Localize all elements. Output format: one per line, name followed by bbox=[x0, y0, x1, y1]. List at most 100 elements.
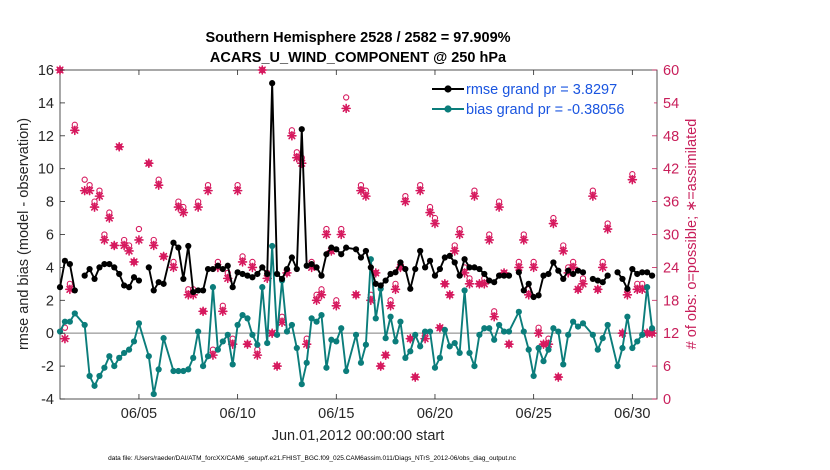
rmse-point bbox=[219, 265, 226, 273]
y-left-tick-label: 16 bbox=[38, 63, 54, 79]
bias-point bbox=[471, 363, 478, 370]
obs-assimilated-marker bbox=[124, 246, 134, 256]
y-left-tick-label: 10 bbox=[38, 162, 54, 178]
rmse-point bbox=[288, 254, 295, 261]
bias-point bbox=[436, 354, 444, 361]
bias-point bbox=[106, 353, 113, 360]
obs-assimilated-marker bbox=[257, 65, 268, 75]
bias-point bbox=[303, 359, 310, 366]
bias-point bbox=[209, 284, 217, 291]
bias-point bbox=[56, 328, 64, 335]
bias-point bbox=[160, 335, 167, 342]
rmse-point bbox=[269, 80, 276, 87]
bias-point bbox=[634, 338, 641, 345]
bias-point bbox=[372, 315, 379, 322]
rmse-point bbox=[308, 261, 315, 268]
bias-point bbox=[273, 331, 281, 338]
rmse-point bbox=[239, 270, 246, 278]
obs-assimilated-marker bbox=[454, 229, 465, 240]
y-left-axis-label: rmse and bias (model - observation) bbox=[16, 118, 32, 350]
bias-point bbox=[338, 325, 345, 332]
obs-assimilated-marker bbox=[558, 246, 569, 256]
obs-assimilated-marker bbox=[144, 158, 154, 169]
obs-assimilated-marker bbox=[464, 279, 475, 289]
obs-assimilated-marker bbox=[479, 279, 490, 289]
bias-point bbox=[476, 331, 483, 338]
bias-point bbox=[520, 328, 527, 335]
bias-point bbox=[614, 363, 621, 370]
bias-point bbox=[190, 354, 197, 361]
rmse-point bbox=[515, 269, 522, 276]
obs-assimilated-marker bbox=[415, 185, 425, 196]
bias-line bbox=[59, 245, 654, 396]
rmse-point bbox=[594, 277, 601, 284]
bias-point bbox=[308, 315, 315, 322]
rmse-point bbox=[303, 262, 310, 269]
rmse-point bbox=[579, 269, 587, 276]
rmse-point bbox=[180, 275, 187, 283]
rmse-point bbox=[392, 269, 399, 276]
bias-series bbox=[56, 242, 656, 398]
y-left-tick-label: 12 bbox=[38, 129, 54, 145]
rmse-point bbox=[402, 265, 409, 273]
obs-assimilated-marker bbox=[168, 262, 179, 273]
obs-assimilated-marker bbox=[218, 306, 228, 317]
rmse-point bbox=[264, 270, 271, 278]
y-right-axis-label: # of obs: o=possible; ∗=assimilated bbox=[684, 119, 700, 350]
obs-assimilated-marker bbox=[336, 229, 347, 240]
y-right-tick-label: 30 bbox=[663, 228, 679, 244]
y-left-tick-label: 8 bbox=[46, 195, 54, 211]
rmse-point bbox=[71, 287, 78, 294]
rmse-point bbox=[648, 272, 656, 279]
rmse-point bbox=[204, 265, 212, 273]
bias-point bbox=[491, 336, 498, 343]
rmse-point bbox=[431, 272, 439, 279]
obs-assimilated-marker bbox=[375, 361, 386, 371]
obs-assimilated-marker bbox=[89, 202, 100, 212]
rmse-point bbox=[298, 126, 305, 133]
bias-point bbox=[619, 344, 626, 352]
bias-point bbox=[624, 313, 631, 320]
rmse-point bbox=[599, 279, 606, 286]
bias-point bbox=[392, 338, 399, 345]
rmse-point bbox=[520, 287, 527, 294]
rmse-point bbox=[328, 244, 335, 251]
obs-assimilated-marker bbox=[247, 262, 258, 273]
bias-point bbox=[264, 339, 271, 347]
rmse-point bbox=[382, 277, 389, 284]
bias-point bbox=[515, 308, 522, 315]
obs-assimilated-marker bbox=[287, 131, 297, 141]
rmse-point bbox=[436, 265, 444, 273]
rmse-point bbox=[481, 270, 488, 278]
legend: rmse grand pr = 3.8297 bias grand pr = -… bbox=[426, 76, 654, 118]
bias-point bbox=[199, 363, 207, 370]
rmse-point bbox=[377, 282, 384, 289]
bias-point bbox=[589, 331, 596, 338]
bias-point bbox=[170, 367, 177, 375]
rmse-point bbox=[190, 288, 197, 296]
bias-point bbox=[180, 367, 187, 375]
obs-assimilated-marker bbox=[528, 262, 539, 273]
bias-point bbox=[407, 348, 414, 355]
y-left-tick-label: -2 bbox=[41, 359, 54, 375]
x-tick-label: 06/20 bbox=[417, 406, 453, 422]
obs-assimilated-marker bbox=[538, 339, 549, 349]
obs-assimilated-marker bbox=[148, 240, 159, 251]
bias-point bbox=[175, 367, 182, 375]
rmse-point bbox=[446, 252, 453, 259]
obs-assimilated-marker bbox=[341, 103, 351, 114]
obs-assimilated-marker bbox=[178, 207, 189, 218]
bias-point bbox=[214, 346, 221, 353]
obs-assimilated-marker bbox=[568, 262, 578, 273]
bias-point bbox=[550, 325, 557, 332]
rmse-point bbox=[135, 277, 143, 284]
x-tick-label: 06/10 bbox=[219, 406, 255, 422]
obs-assimilated-marker bbox=[277, 317, 287, 328]
obs-assimilated-marker bbox=[198, 306, 208, 317]
rmse-point bbox=[535, 292, 542, 299]
rmse-series bbox=[56, 80, 656, 301]
obs-assimilated-marker bbox=[296, 158, 307, 169]
bias-point bbox=[254, 341, 261, 348]
y-right-tick-label: 54 bbox=[663, 96, 679, 112]
